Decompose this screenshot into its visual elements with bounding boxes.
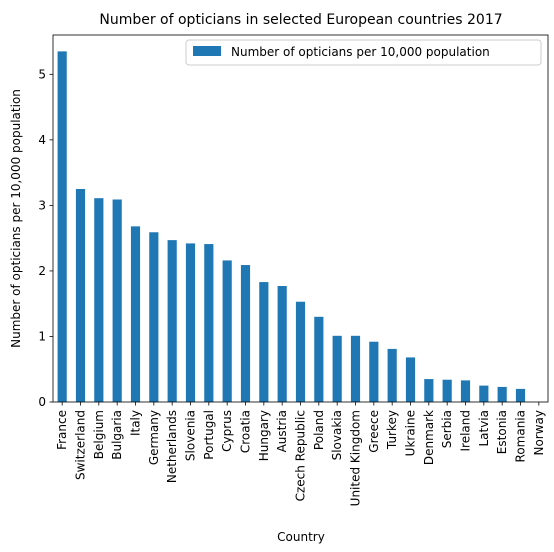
bar-czech-republic — [295, 301, 306, 402]
x-tick-label: Croatia — [239, 410, 253, 453]
y-tick-label: 3 — [38, 198, 46, 212]
bar-hungary — [259, 282, 269, 402]
bar-slovakia — [332, 335, 342, 402]
x-tick-label: Poland — [312, 410, 326, 450]
x-tick-label: Greece — [367, 410, 381, 453]
bar-denmark — [424, 379, 434, 402]
x-tick-label: United Kingdom — [349, 410, 363, 506]
bar-cyprus — [222, 260, 232, 402]
y-tick-label: 0 — [38, 395, 46, 409]
bar-ukraine — [405, 357, 416, 402]
legend-swatch — [193, 46, 221, 56]
x-tick-label: Bulgaria — [110, 410, 124, 460]
bar-romania — [515, 388, 526, 402]
y-tick-label: 2 — [38, 264, 46, 278]
x-tick-label: Netherlands — [165, 410, 179, 483]
y-tick-label: 4 — [38, 133, 46, 147]
bar-estonia — [497, 386, 507, 402]
bar-turkey — [387, 348, 397, 402]
x-tick-label: Romania — [514, 410, 528, 462]
bar-croatia — [240, 265, 251, 402]
bar-netherlands — [167, 240, 177, 402]
x-tick-label: Cyprus — [220, 410, 234, 452]
y-tick-label: 5 — [38, 67, 46, 81]
x-tick-label: Norway — [532, 410, 546, 456]
bar-united-kingdom — [350, 335, 361, 402]
bar-poland — [314, 316, 324, 402]
x-tick-label: Latvia — [477, 410, 491, 447]
x-tick-label: Estonia — [495, 410, 509, 454]
bar-ireland — [460, 380, 471, 402]
bar-slovenia — [185, 243, 196, 402]
x-tick-label: Slovenia — [184, 410, 198, 461]
bar-portugal — [204, 244, 214, 402]
y-tick-label: 1 — [38, 329, 46, 343]
x-axis: France Switzerland Belgium Bulgaria Italy Ger… — [55, 402, 546, 506]
chart-title: Number of opticians in selected European… — [99, 12, 502, 28]
x-tick-label: Switzerland — [74, 410, 88, 480]
x-tick-label: Czech Republic — [294, 410, 308, 501]
bar-france — [57, 51, 67, 402]
bar-germany — [149, 232, 159, 402]
x-tick-label: Ukraine — [404, 410, 418, 456]
x-axis-title: Country — [277, 530, 325, 544]
x-tick-label: Hungary — [257, 410, 271, 461]
y-axis: 0 1 2 3 4 5 — [38, 67, 53, 409]
x-tick-label: Serbia — [440, 410, 454, 448]
x-tick-label: Ireland — [459, 410, 473, 452]
x-tick-label: Austria — [275, 410, 289, 452]
y-axis-title: Number of opticians per 10,000 populatio… — [9, 89, 23, 348]
x-tick-label: Italy — [129, 410, 143, 436]
legend-frame — [185, 39, 542, 66]
bars-group — [57, 51, 526, 402]
bar-greece — [369, 341, 379, 402]
x-tick-label: Germany — [147, 410, 161, 465]
bar-austria — [277, 286, 287, 402]
bar-latvia — [479, 385, 489, 402]
x-tick-label: Belgium — [92, 410, 106, 459]
bar-bulgaria — [112, 199, 122, 402]
x-tick-label: Turkey — [385, 410, 399, 450]
legend-label: Number of opticians per 10,000 populatio… — [231, 45, 490, 59]
legend: Number of opticians per 10,000 populatio… — [185, 39, 542, 66]
x-tick-label: France — [55, 410, 69, 450]
x-tick-label: Slovakia — [330, 410, 344, 460]
bar-belgium — [94, 198, 104, 402]
bar-italy — [130, 226, 141, 402]
bar-serbia — [442, 379, 452, 402]
plot-frame — [52, 34, 549, 403]
bar-switzerland — [75, 189, 86, 402]
x-tick-label: Denmark — [422, 410, 436, 465]
x-tick-label: Portugal — [202, 410, 216, 460]
